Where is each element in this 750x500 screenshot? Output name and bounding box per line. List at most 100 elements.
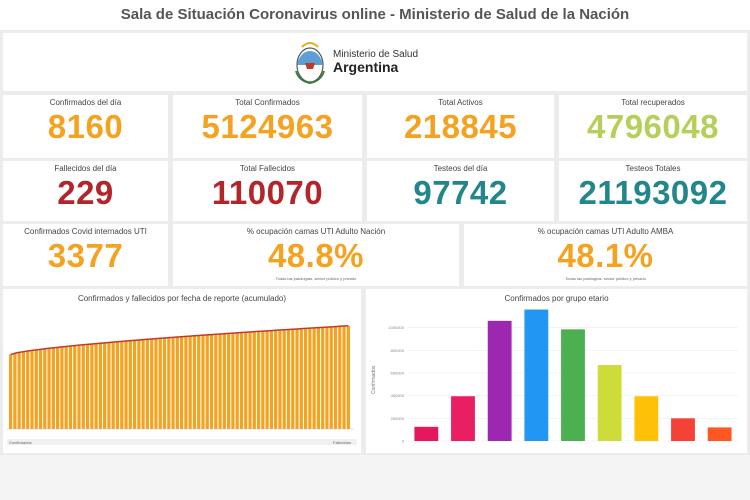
- bar: [634, 396, 659, 441]
- bar: [137, 339, 141, 429]
- fallecidos-line: [10, 325, 349, 356]
- chart-panel-acumulado: Confirmados y fallecidos por fecha de re…: [3, 289, 361, 453]
- card-label: Total recuperados: [621, 98, 685, 107]
- bar: [56, 347, 60, 429]
- bar: [162, 337, 167, 429]
- card-value: 48.8%: [267, 237, 365, 274]
- national-shield-icon: [295, 42, 325, 85]
- bar: [214, 334, 218, 429]
- card-value: 5124963: [201, 108, 334, 145]
- bar: [17, 352, 21, 429]
- bar: [132, 340, 137, 429]
- bar: [47, 348, 51, 429]
- chart-acumulado: Confirmados Fallecidos: [7, 325, 357, 445]
- bar: [51, 347, 55, 429]
- bar: [90, 343, 94, 429]
- bar: [150, 338, 154, 429]
- bar: [261, 331, 265, 429]
- bar: [278, 330, 282, 429]
- bar: [43, 348, 47, 429]
- chart-grupo-etario: 0 200000 400000 600000 800000 1000000 Confirm…: [371, 309, 738, 444]
- bar: [231, 333, 235, 429]
- bar: [312, 327, 316, 429]
- bar: [338, 326, 342, 429]
- bar: [295, 328, 299, 429]
- card-label: Testeos del día: [433, 164, 488, 173]
- bar: [597, 365, 622, 441]
- bar: [671, 418, 695, 441]
- bar: [120, 341, 124, 429]
- bar: [244, 332, 248, 429]
- card-label: % ocupación camas UTI Adulto AMBA: [537, 227, 674, 236]
- bar: [167, 337, 171, 429]
- bar: [73, 345, 77, 429]
- bar: [524, 309, 549, 441]
- bar: [286, 329, 291, 429]
- card-fallecidos-dia: Fallecidos del día 229: [3, 161, 168, 221]
- bar: [282, 329, 286, 429]
- page-title: Sala de Situación Coronavirus online - M…: [0, 0, 750, 30]
- bar: [145, 339, 150, 429]
- card-note: Todas las patologías, sector público y p…: [275, 276, 357, 281]
- bar: [171, 337, 175, 429]
- bar: [107, 342, 111, 429]
- ministry-logo: Ministerio de Salud Argentina: [293, 38, 418, 86]
- bar: [487, 320, 512, 441]
- legend-confirmados: Confirmados: [9, 440, 32, 445]
- bar: [707, 427, 732, 441]
- bar: [256, 331, 261, 429]
- bar: [316, 327, 321, 429]
- bar: [98, 343, 102, 429]
- bar: [325, 327, 329, 429]
- bar: [81, 344, 85, 429]
- bar: [329, 326, 333, 429]
- bar: [38, 349, 43, 429]
- bar: [115, 341, 120, 429]
- card-value: 110070: [211, 174, 324, 211]
- logo-panel: Ministerio de Salud Argentina: [3, 33, 747, 91]
- bar: [308, 328, 312, 429]
- y-tick-label: 800000: [391, 348, 405, 353]
- legend-fallecidos: Fallecidos: [333, 440, 351, 445]
- bar: [154, 338, 158, 429]
- bar: [128, 340, 132, 429]
- card-total-fallecidos: Total Fallecidos 110070: [173, 161, 362, 221]
- card-label: Fallecidos del día: [54, 164, 117, 173]
- bar: [184, 336, 188, 429]
- card-ocupacion-nacion: % ocupación camas UTI Adulto Nación 48.8…: [173, 224, 459, 286]
- bar: [201, 335, 205, 429]
- bar: [209, 334, 214, 429]
- bar: [248, 331, 252, 429]
- bar: [342, 326, 346, 429]
- card-internados-uti: Confirmados Covid internados UTI 3377: [3, 224, 168, 286]
- card-value: 8160: [47, 108, 124, 145]
- bar: [158, 338, 162, 429]
- bar: [103, 342, 107, 429]
- y-tick-label: 1000000: [388, 325, 404, 330]
- bar: [30, 350, 34, 429]
- bar: [85, 344, 90, 429]
- bar: [77, 345, 81, 429]
- bar: [346, 325, 350, 429]
- chart-scrollbar[interactable]: [7, 439, 357, 445]
- bar: [239, 332, 244, 429]
- bar: [222, 333, 226, 429]
- bar: [21, 351, 26, 429]
- y-tick-label: 200000: [391, 416, 405, 421]
- bottom-strip: [0, 455, 750, 500]
- bar: [269, 330, 273, 429]
- bar: [124, 341, 128, 429]
- card-label: Confirmados Covid internados UTI: [24, 227, 147, 236]
- bar: [299, 328, 303, 429]
- card-note: Todas las patologías, sector público y p…: [565, 276, 646, 281]
- chart-title: Confirmados por grupo etario: [504, 294, 609, 303]
- bar: [60, 346, 64, 429]
- bar: [197, 335, 201, 429]
- bar: [13, 353, 17, 429]
- card-testeos-totales: Testeos Totales 21193092: [559, 161, 747, 221]
- card-label: Total Activos: [438, 98, 483, 107]
- bar: [205, 334, 209, 429]
- logo-line2: Argentina: [333, 58, 399, 75]
- bar: [26, 351, 30, 429]
- card-total-confirmados: Total Confirmados 5124963: [173, 95, 362, 158]
